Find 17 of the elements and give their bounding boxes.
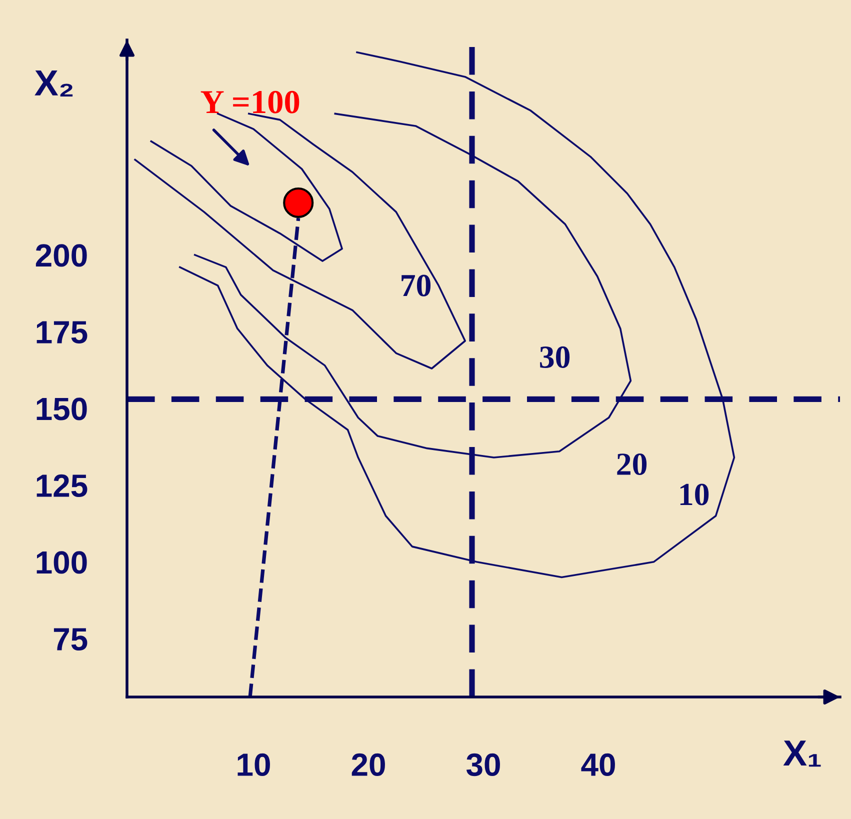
x-tick-label: 10	[238, 753, 270, 776]
x-tick-label: 20	[352, 753, 385, 776]
y-tick-label: 100	[36, 551, 87, 574]
annotation: 70	[402, 274, 431, 296]
annotation: 30	[540, 346, 570, 368]
annotation: 10	[680, 484, 709, 506]
y-tick-label: 125	[36, 474, 88, 498]
x-tick-label: 30	[466, 753, 500, 776]
y-tick-label: 150	[36, 398, 87, 420]
y-axis-title: X₂	[34, 70, 73, 96]
y-tick-label: 175	[36, 321, 88, 344]
y-tick-label: 75	[54, 628, 88, 651]
y-tick-label: 200	[36, 244, 87, 267]
annotation: Y =100	[200, 90, 300, 114]
annotation: 20	[617, 453, 647, 476]
x-axis-title: X₁	[783, 740, 821, 767]
x-tick-label: 40	[581, 753, 615, 776]
